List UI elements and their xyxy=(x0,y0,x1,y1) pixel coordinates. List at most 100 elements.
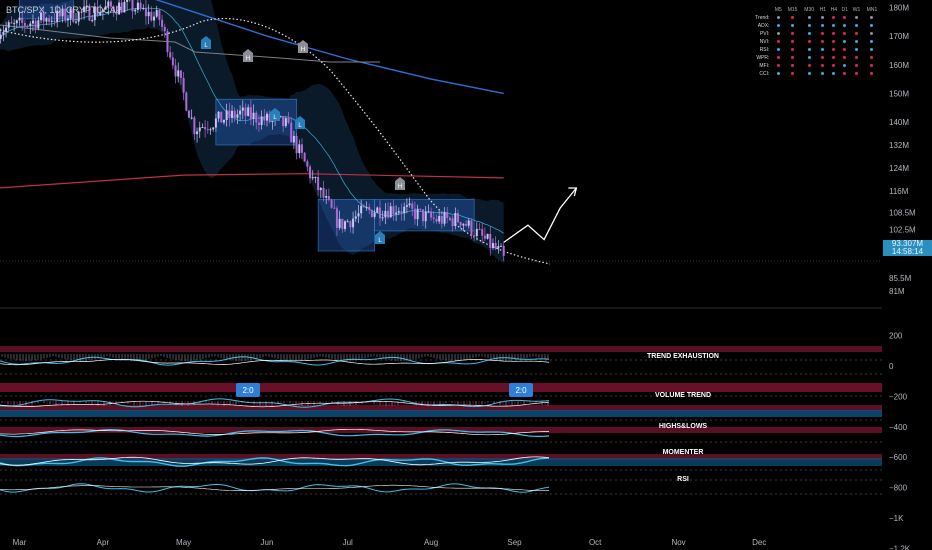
mtf-cell xyxy=(801,22,818,30)
candle-body xyxy=(446,211,449,218)
candle xyxy=(475,222,478,241)
pane-label: HIGHS&LOWS xyxy=(659,423,708,430)
candle xyxy=(48,15,51,26)
mtf-column-header: M30 xyxy=(804,7,814,13)
mtf-cell xyxy=(839,70,850,78)
candle-body xyxy=(317,176,320,191)
candle-body xyxy=(478,228,481,230)
candle-body xyxy=(448,217,451,219)
mtf-cell xyxy=(828,54,839,62)
candle xyxy=(266,111,268,127)
candle-body xyxy=(161,19,164,27)
candle-body xyxy=(26,25,29,27)
candle-body xyxy=(346,221,349,223)
candle xyxy=(354,210,357,222)
mtf-column-header: M5 xyxy=(774,7,782,13)
candle-body xyxy=(389,206,392,218)
candle xyxy=(123,0,126,13)
mtf-row-label: PVI: xyxy=(759,31,770,37)
oscillator-pane: TREND EXHAUSTION VOLUME TREND HIGHS&LOWS MO… xyxy=(0,346,882,495)
candle xyxy=(104,0,107,10)
candle-body xyxy=(290,122,293,143)
mtf-signal-dot xyxy=(870,24,874,27)
mtf-signal-dot xyxy=(821,56,825,59)
osc-axis-label: −1K xyxy=(889,514,904,523)
osc-axis-label: −200 xyxy=(889,392,908,401)
candle-body xyxy=(31,20,34,24)
signal-badge-box xyxy=(509,383,533,397)
candle-body xyxy=(244,107,247,116)
mtf-row-label: CCI: xyxy=(759,71,770,77)
low-marker: L xyxy=(201,36,211,49)
candle-body xyxy=(225,110,228,121)
high-marker-shape xyxy=(298,40,308,53)
mtf-column-header: M15 xyxy=(787,7,798,13)
candle xyxy=(66,15,69,27)
candle-body xyxy=(257,122,260,126)
mtf-signal-dot xyxy=(870,48,874,51)
candle xyxy=(220,111,223,123)
low-marker-letter: L xyxy=(298,123,302,129)
candle-body xyxy=(416,208,419,220)
candle-body xyxy=(282,116,285,127)
candle-body xyxy=(352,218,355,228)
price-axis-label: 132M xyxy=(889,141,909,150)
candle-body xyxy=(209,129,212,131)
mtf-cell xyxy=(828,46,839,54)
candle-body xyxy=(123,1,126,13)
candle xyxy=(494,236,497,251)
candle-body xyxy=(147,11,150,17)
candle-body xyxy=(483,235,486,239)
candle-body xyxy=(85,5,88,7)
mtf-cell xyxy=(850,46,863,54)
candle-body xyxy=(91,20,94,22)
signal-badge-text: 2:0 xyxy=(242,386,254,395)
mtf-signal-dot xyxy=(821,24,825,27)
mtf-signal-dot xyxy=(832,48,836,51)
candle-body xyxy=(222,120,225,123)
symbol-title[interactable]: BTC/SPX, 1D, CRYPTOCAP xyxy=(6,5,122,15)
candle xyxy=(91,14,94,23)
candle xyxy=(77,10,80,26)
mtf-cell xyxy=(839,54,850,62)
price-axis-label: 160M xyxy=(889,61,909,70)
price-axis-label: 102.5M xyxy=(889,226,916,235)
candle-body xyxy=(18,17,21,21)
candle xyxy=(69,7,72,26)
volume-trend-signal xyxy=(0,400,550,408)
mtf-signal-dot xyxy=(870,32,874,35)
mtf-cell xyxy=(850,14,863,22)
mtf-row-label: RSI: xyxy=(759,47,770,53)
candle-body xyxy=(153,16,156,21)
candle-body xyxy=(306,161,309,167)
candle xyxy=(327,188,330,202)
candle-body xyxy=(201,127,204,129)
candle xyxy=(179,70,182,85)
mtf-cell xyxy=(839,14,850,22)
mtf-cell xyxy=(839,62,850,70)
candle xyxy=(53,12,56,26)
pane-label: VOLUME TREND xyxy=(655,392,711,399)
oscillator-zone xyxy=(0,346,882,352)
candle-body xyxy=(370,209,373,217)
candle-body xyxy=(362,205,365,208)
candle-body xyxy=(373,212,376,217)
mtf-column-header: D1 xyxy=(841,7,848,13)
candle xyxy=(333,199,336,209)
candle xyxy=(387,202,390,220)
candle-body xyxy=(500,245,503,247)
mtf-signal-dot xyxy=(791,72,795,75)
candle xyxy=(405,198,408,214)
candle-body xyxy=(284,118,287,127)
mtf-cell xyxy=(801,62,818,70)
candle-body xyxy=(424,211,427,222)
mtf-row: MFI: xyxy=(743,62,881,70)
candle xyxy=(467,218,470,229)
candle xyxy=(470,218,473,239)
candle xyxy=(446,207,449,224)
rsi-line xyxy=(0,483,550,493)
candle-body xyxy=(109,1,112,7)
mtf-cell xyxy=(817,14,828,22)
candle-body xyxy=(470,220,473,236)
